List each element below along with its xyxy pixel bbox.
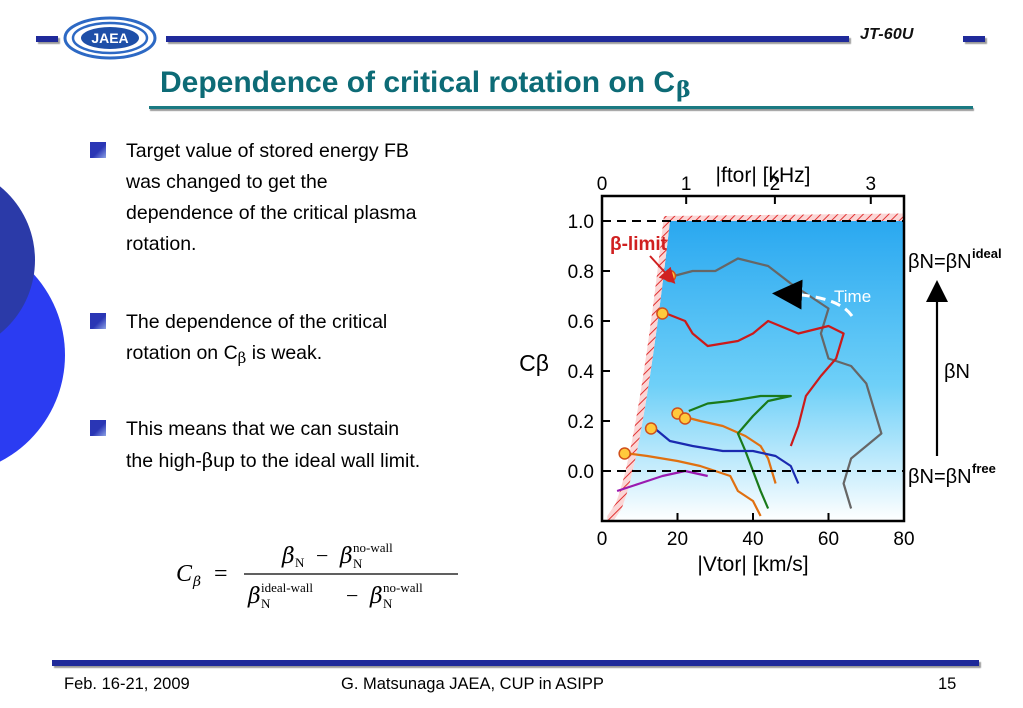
stable-region (613, 221, 904, 521)
title-text: Dependence of critical rotation on C (160, 66, 676, 99)
x2-tick-label: 1 (681, 174, 692, 195)
bullet-3-line-1: This means that we can sustain (126, 418, 400, 440)
logo-text: JAEA (91, 30, 128, 46)
footer-page-number: 15 (938, 675, 957, 693)
footer-date: Feb. 16-21, 2009 (64, 675, 190, 693)
x2-axis-label: |ftor| [kHz] (716, 166, 811, 187)
x-axis-label: |Vtor| [km/s] (697, 553, 808, 576)
y-tick-label: 0.8 (568, 262, 594, 283)
y-tick-label: 1.0 (568, 212, 594, 233)
title-subscript: β (676, 77, 691, 103)
num-beta-a-sub: N (295, 555, 305, 570)
device-badge: JT-60U (860, 26, 914, 43)
bullet-1-line-2: was changed to get the (126, 171, 328, 193)
x-tick-label: 0 (597, 529, 608, 550)
time-arrow (772, 279, 854, 317)
bullet-marker (90, 142, 106, 158)
data-series-line (654, 427, 800, 484)
den-beta-a: β (247, 584, 261, 609)
c-beta-formula: C β = β N − β N no-wall β N ideal-wall −… (170, 535, 470, 615)
y-tick-label: 0.0 (568, 462, 594, 483)
footer-rule (52, 660, 979, 666)
ideal-limit-sup: ideal (972, 246, 1002, 261)
bullet-marker (90, 420, 106, 436)
data-series-line (688, 394, 792, 509)
y-tick-label: 0.6 (568, 312, 594, 333)
header-bar-main (166, 36, 849, 42)
free-limit-label: βN=βN (908, 466, 972, 488)
formula-lhs: C (176, 561, 193, 587)
critical-rotation-chart: 0 20 40 60 80 0 1 2 3 0.0 0.2 0.4 0.6 0.8 1.0 |Vtor| [k… (519, 166, 1002, 576)
x2-tick-label: 2 (770, 174, 781, 195)
critical-point-marker (678, 412, 692, 425)
x-tick-label: 40 (742, 529, 763, 550)
critical-point-marker (663, 269, 677, 283)
num-beta-b-sup: no-wall (353, 540, 393, 555)
den-minus: − (346, 583, 358, 608)
bullet-text-2: The dependence of the critical rotation … (126, 307, 526, 370)
data-series-line (673, 257, 883, 509)
bullet-1-line-1: Target value of stored energy FB (126, 140, 409, 162)
page-title: Dependence of critical rotation on Cβ (160, 66, 691, 103)
num-minus: − (316, 543, 328, 568)
header-bar-left (36, 36, 58, 42)
critical-point-marker (618, 447, 631, 460)
header-bar-right (963, 36, 985, 42)
beta-limit-label: β-limit (610, 234, 668, 255)
jaea-logo: JAEA (62, 16, 158, 60)
den-beta-a-sub: N (261, 596, 271, 611)
decorative-circles (0, 186, 65, 462)
den-beta-b-sup: no-wall (383, 580, 423, 595)
footer-author: G. Matsunaga JAEA, CUP in ASIPP (341, 675, 604, 693)
data-series-line (665, 312, 845, 447)
critical-point-marker (644, 422, 658, 435)
den-beta-b: β (369, 584, 383, 609)
x2-tick-label: 3 (865, 174, 876, 195)
den-beta-b-sub: N (383, 596, 393, 611)
y-tick-label: 0.4 (568, 362, 595, 383)
data-series-line (681, 414, 777, 484)
beta-limit-arrow (649, 255, 676, 284)
y-axis-label: Cβ (519, 350, 549, 376)
bullet-1-line-4: rotation. (126, 233, 197, 255)
x-tick-label: 80 (893, 529, 914, 550)
title-underline (149, 106, 973, 109)
beta-n-arrow-label: βN (944, 361, 970, 383)
x-tick-label: 20 (667, 529, 688, 550)
bullet-2-line-1: The dependence of the critical (126, 311, 388, 333)
bullet-2-line-2: rotation on Cβ is weak. (126, 342, 323, 367)
num-beta-a: β (281, 544, 295, 569)
den-beta-a-sup: ideal-wall (261, 580, 313, 595)
ideal-limit-label: βN=βN (908, 251, 972, 273)
free-limit-sup: free (972, 461, 996, 476)
bullet-1-line-3: dependence of the critical plasma (126, 202, 417, 224)
data-series-line (616, 469, 708, 493)
formula-equals: = (214, 561, 228, 587)
critical-point-marker (656, 307, 669, 320)
bullet-3-line-2: the high-βup to the ideal wall limit. (126, 449, 421, 472)
bullet-text-3: This means that we can sustain the high-… (126, 414, 526, 477)
x-tick-label: 60 (818, 529, 839, 550)
formula-lhs-sub: β (192, 574, 201, 590)
y-tick-label: 0.2 (568, 412, 594, 433)
num-beta-b: β (339, 544, 353, 569)
x2-tick-label: 0 (597, 174, 608, 195)
bullet-marker (90, 313, 106, 329)
bullet-text-1: Target value of stored energy FB was cha… (126, 136, 526, 260)
num-beta-b-sub: N (353, 556, 363, 571)
time-label: Time (834, 287, 871, 306)
